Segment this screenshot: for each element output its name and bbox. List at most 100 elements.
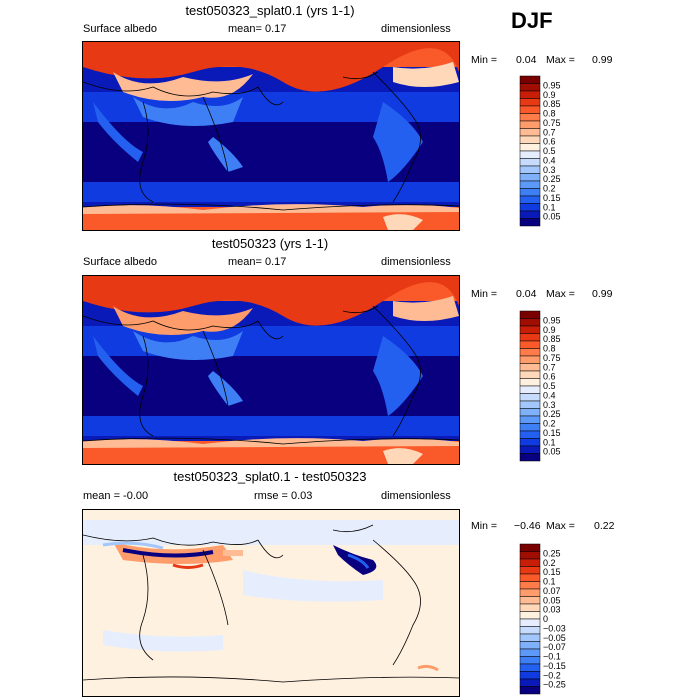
panel2-map-svg	[83, 276, 459, 464]
colorbar-tick-label: 0.95	[543, 315, 561, 325]
colorbar-swatch	[519, 355, 541, 364]
colorbar-swatch	[519, 423, 541, 432]
panel1-title: test050323_splat0.1 (yrs 1-1)	[185, 3, 355, 18]
colorbar-tick-label: 0.07	[543, 586, 561, 596]
colorbar-swatch	[519, 325, 541, 334]
colorbar-swatch	[519, 551, 541, 560]
colorbar-tick-label: 0.95	[543, 80, 561, 90]
panel2-variable-label: Surface albedo	[83, 256, 157, 268]
panel3-colorbar: 0.25 0.2 0.15 0.1 0.07 0.05 0.03 0 −0.03 −0.05 −0.…	[519, 543, 574, 696]
colorbar-tick-label: 0.25	[543, 174, 561, 184]
colorbar-swatch	[519, 210, 541, 219]
colorbar-swatch	[519, 318, 541, 327]
colorbar-swatch	[519, 363, 541, 372]
colorbar-tick-label: 0.15	[543, 193, 561, 203]
colorbar-tick-label: 0.8	[543, 109, 556, 119]
colorbar-swatch	[519, 611, 541, 620]
colorbar-swatch	[519, 453, 541, 462]
panel1-colorbar: 0.95 0.9 0.85 0.8 0.75 0.7 0.6 0.5 0.4 0.3 0.25 0.2…	[519, 75, 574, 228]
colorbar-tick-label: 0.25	[543, 409, 561, 419]
colorbar-swatch	[519, 415, 541, 424]
colorbar-swatch	[519, 120, 541, 129]
colorbar-tick-label: 0.7	[543, 127, 556, 137]
colorbar-swatch	[519, 573, 541, 582]
colorbar-swatch	[519, 378, 541, 387]
colorbar-tick-label: 0.85	[543, 99, 561, 109]
colorbar-tick-label: 0.3	[543, 165, 556, 175]
colorbar-swatch	[519, 180, 541, 189]
panel2-map	[82, 275, 460, 465]
colorbar-tick-label: 0.6	[543, 137, 556, 147]
colorbar-tick-label: −0.25	[543, 680, 566, 690]
panel3-mean-label: mean = -0.00	[83, 490, 149, 502]
colorbar-swatch	[519, 135, 541, 144]
colorbar-tick-label: 0.75	[543, 353, 561, 363]
colorbar-swatch	[519, 105, 541, 114]
colorbar-swatch	[519, 558, 541, 567]
panel1-units-label: dimensionless	[381, 23, 451, 35]
panel3-units-label: dimensionless	[381, 490, 451, 502]
colorbar-swatch	[519, 195, 541, 204]
colorbar-swatch	[519, 393, 541, 402]
colorbar-swatch	[519, 113, 541, 122]
colorbar-tick-label: 0.9	[543, 325, 556, 335]
colorbar-swatch	[519, 310, 541, 319]
colorbar-swatch	[519, 188, 541, 197]
panel1-map	[82, 41, 460, 231]
colorbar-swatch	[519, 333, 541, 342]
colorbar-tick-label: 0.6	[543, 372, 556, 382]
colorbar-swatch	[519, 596, 541, 605]
colorbar-swatch	[519, 438, 541, 447]
panel3-min-value: −0.46	[514, 520, 541, 532]
colorbar-swatch	[519, 340, 541, 349]
colorbar-swatch	[519, 686, 541, 695]
colorbar-swatch	[519, 445, 541, 454]
colorbar-swatch	[519, 603, 541, 612]
panel3-max-label: Max =	[546, 520, 575, 532]
colorbar-swatch	[519, 150, 541, 159]
colorbar-tick-label: −0.1	[543, 652, 561, 662]
colorbar-swatch	[519, 408, 541, 417]
colorbar-swatch	[519, 648, 541, 657]
colorbar-tick-label: 0.1	[543, 437, 556, 447]
colorbar-swatch	[519, 671, 541, 680]
colorbar-tick-label: 0.15	[543, 567, 561, 577]
colorbar-swatch	[519, 143, 541, 152]
panel2-units-label: dimensionless	[381, 256, 451, 268]
colorbar-svg: 0.950.90.850.80.750.70.60.50.40.30.250.2…	[519, 75, 561, 227]
colorbar-tick-label: 0.8	[543, 344, 556, 354]
colorbar-swatch	[519, 588, 541, 597]
colorbar-tick-label: 0.2	[543, 184, 556, 194]
panel2-min-value: 0.04	[516, 288, 537, 300]
colorbar-tick-label: −0.03	[543, 623, 566, 633]
colorbar-swatch	[519, 641, 541, 650]
colorbar-tick-label: 0.15	[543, 428, 561, 438]
colorbar-swatch	[519, 543, 541, 552]
colorbar-tick-label: −0.15	[543, 661, 566, 671]
colorbar-swatch	[519, 165, 541, 174]
colorbar-tick-label: 0.05	[543, 212, 561, 222]
colorbar-swatch	[519, 400, 541, 409]
colorbar-swatch	[519, 173, 541, 182]
panel2-max-label: Max =	[546, 288, 575, 300]
colorbar-tick-label: 0.2	[543, 558, 556, 568]
colorbar-swatch	[519, 633, 541, 642]
colorbar-swatch	[519, 581, 541, 590]
panel2-title: test050323 (yrs 1-1)	[211, 236, 329, 251]
panel1-max-value: 0.99	[592, 54, 613, 66]
panel3-map	[82, 509, 460, 697]
colorbar-tick-label: 0.3	[543, 400, 556, 410]
panel2-colorbar: 0.95 0.9 0.85 0.8 0.75 0.7 0.6 0.5 0.4 0.3 0.25 0.2…	[519, 310, 574, 463]
colorbar-svg: 0.250.20.150.10.070.050.030−0.03−0.05−0.…	[519, 543, 566, 695]
colorbar-tick-label: 0.1	[543, 202, 556, 212]
colorbar-tick-label: 0.7	[543, 362, 556, 372]
colorbar-tick-label: −0.2	[543, 670, 561, 680]
panel1-map-svg	[83, 42, 459, 230]
panel1-variable-label: Surface albedo	[83, 23, 157, 35]
colorbar-tick-label: 0.9	[543, 90, 556, 100]
colorbar-swatch	[519, 75, 541, 84]
colorbar-tick-label: 0.03	[543, 605, 561, 615]
panel3-min-label: Min =	[471, 520, 497, 532]
colorbar-swatch	[519, 566, 541, 575]
colorbar-swatch	[519, 626, 541, 635]
